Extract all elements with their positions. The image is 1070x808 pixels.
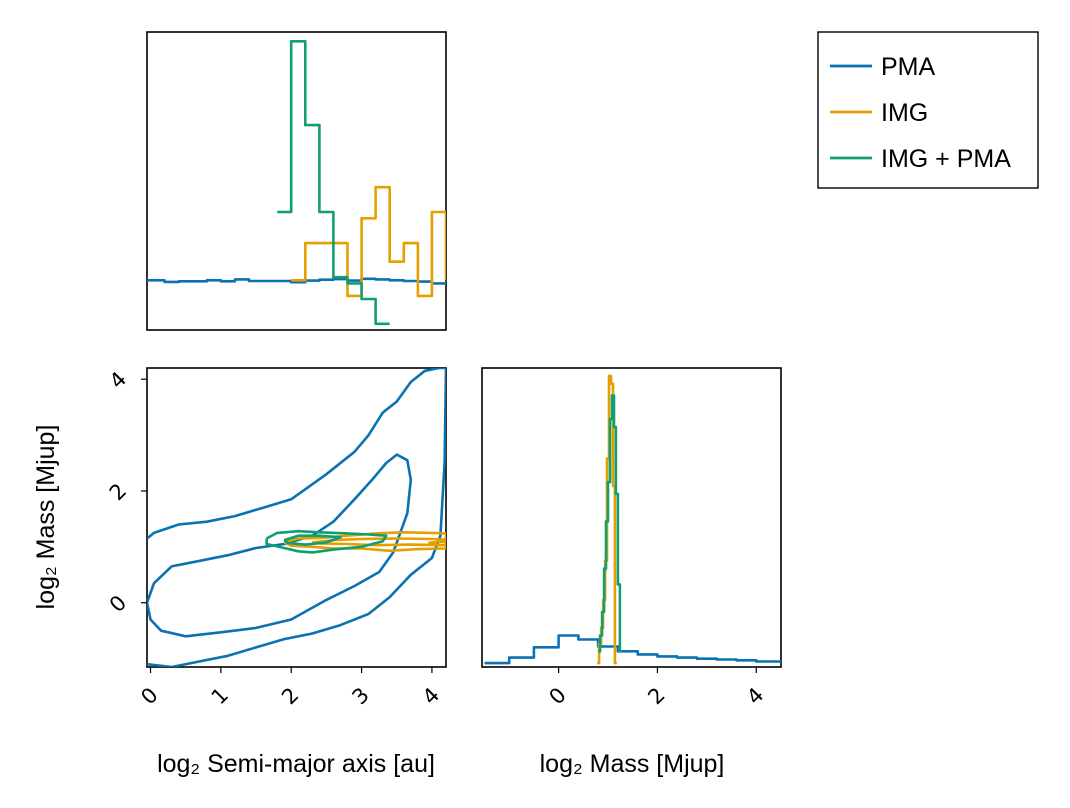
legend: PMA IMG IMG + PMA — [817, 31, 1039, 189]
joint-x-axis-ticks: 0 1 2 3 4 — [136, 667, 444, 709]
joint-x-axis-label: log₂ Semi-major axis [au] — [157, 750, 435, 778]
x-tick-label: 4 — [418, 683, 444, 709]
joint-y-axis-ticks: 0 2 4 — [105, 367, 147, 617]
mass-histogram-series — [484, 374, 781, 665]
top-histogram-pma — [147, 277, 446, 285]
y-tick-label: 2 — [105, 479, 131, 505]
contour-img-pma-1 — [283, 534, 342, 546]
contour-img-2 — [427, 540, 446, 547]
legend-label: PMA — [881, 53, 936, 81]
top-histogram-series — [147, 40, 446, 326]
panel-joint-frame — [146, 367, 447, 668]
panel-top-frame — [146, 31, 447, 331]
panel-semi-major-axis-histogram — [146, 31, 447, 331]
legend-label: IMG + PMA — [881, 145, 1011, 173]
mass-x-axis-ticks: 0 2 4 — [544, 667, 769, 709]
y-tick-label: 0 — [105, 591, 131, 617]
mass-histogram-pma — [484, 634, 781, 665]
x-tick-label: 3 — [347, 683, 373, 709]
x-tick-label: 2 — [643, 683, 669, 709]
x-tick-label: 1 — [207, 683, 233, 709]
x-tick-label: 2 — [277, 683, 303, 709]
top-histogram-img — [291, 185, 446, 298]
contour-pma-1 — [147, 368, 446, 667]
x-tick-label: 4 — [742, 683, 768, 709]
top-histogram-img-pma — [277, 40, 390, 326]
legend-box — [817, 31, 1039, 189]
panel-mass-histogram: 0 2 4 — [481, 367, 782, 709]
joint-y-axis-label: log₂ Mass [Mjup] — [32, 425, 60, 610]
x-tick-label: 0 — [544, 683, 570, 709]
contour-pma-2 — [147, 453, 413, 638]
panel-joint-contour: 0 1 2 3 4 0 2 4 — [105, 367, 447, 709]
x-tick-label: 0 — [136, 683, 162, 709]
legend-entries: PMA IMG IMG + PMA — [830, 53, 1011, 173]
y-tick-label: 4 — [105, 367, 131, 393]
contour-img-pma-0 — [265, 529, 388, 554]
contour-img-1 — [312, 537, 446, 547]
legend-label: IMG — [881, 99, 928, 127]
mass-histogram-img-pma — [598, 394, 622, 653]
contour-pma-0 — [147, 368, 446, 540]
joint-contour-series — [147, 368, 446, 667]
panel-right-frame — [481, 367, 782, 668]
mass-x-axis-label: log₂ Mass [Mjup] — [540, 750, 725, 778]
